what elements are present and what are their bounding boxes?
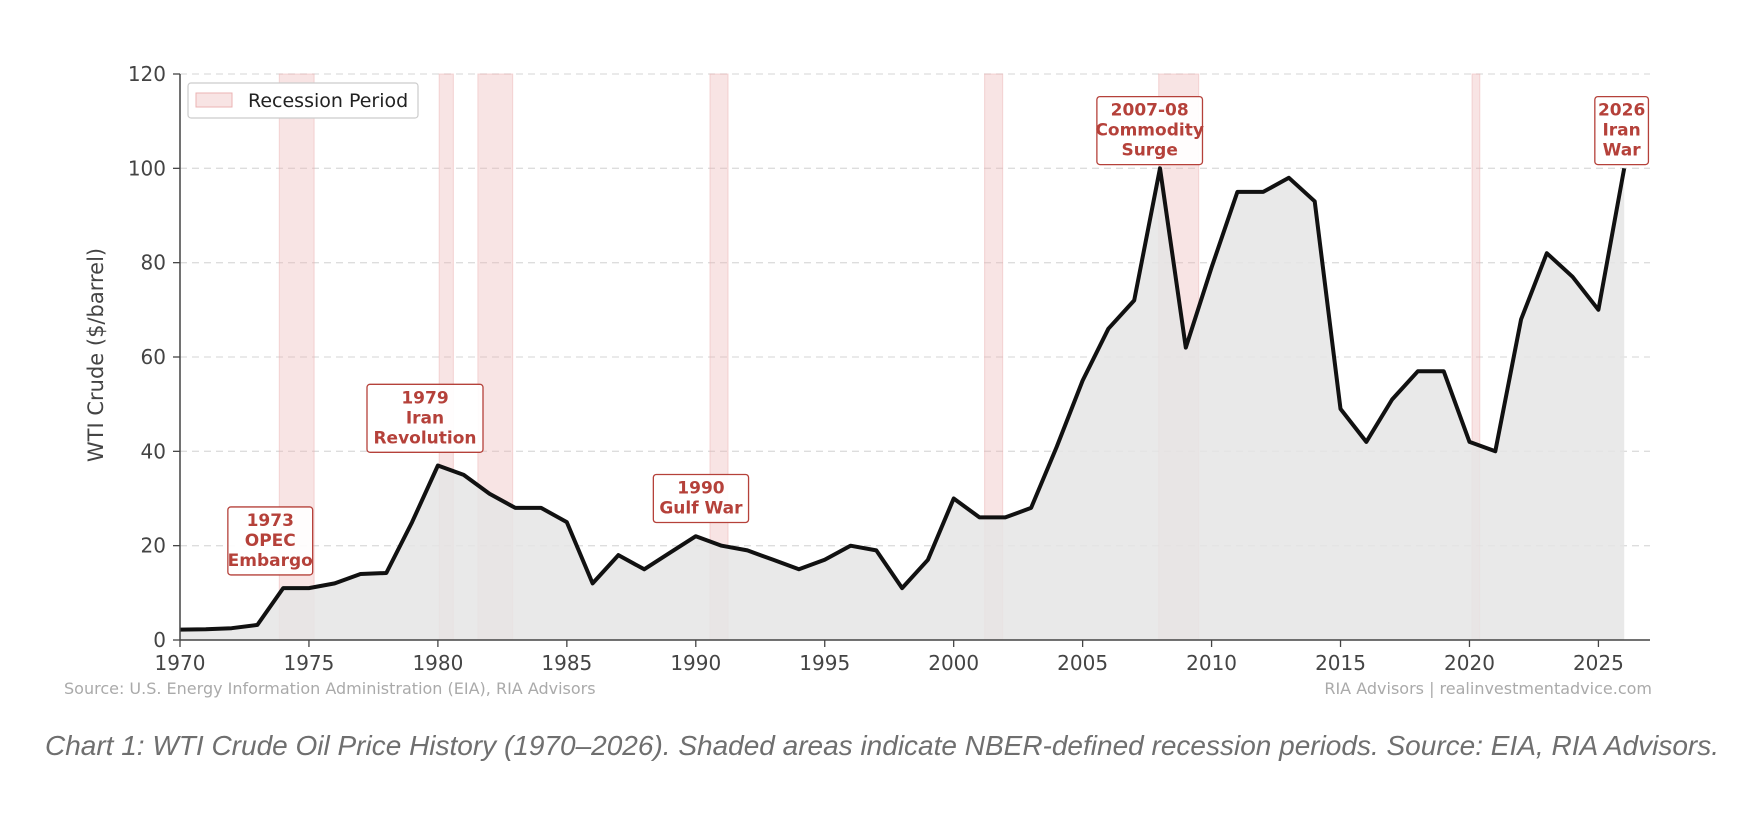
annotation-text: 1973 <box>247 511 294 531</box>
chart-container: 0 20 40 60 80 100 120 1970 1975 1980 1985 1990 1995… <box>64 62 1652 698</box>
source-right: RIA Advisors | realinvestmentadvice.com <box>1324 679 1652 698</box>
legend: Recession Period <box>187 82 419 119</box>
price-area-fill <box>180 168 1625 641</box>
annotations: 1973OPECEmbargo1979IranRevolution1990Gul… <box>227 95 1650 576</box>
annotation-text: 2026 <box>1598 101 1645 121</box>
y-tick-label: 100 <box>128 156 166 180</box>
chart-caption: Chart 1: WTI Crude Oil Price History (19… <box>44 730 1719 761</box>
y-tick-label: 40 <box>141 439 166 463</box>
legend-label: Recession Period <box>248 90 408 112</box>
oil-price-chart: 0 20 40 60 80 100 120 1970 1975 1980 1985 1990 1995… <box>64 62 1652 698</box>
annotation-text: Commodity <box>1095 121 1203 141</box>
x-tick-label: 2015 <box>1315 651 1366 675</box>
x-tick-label: 1995 <box>799 651 850 675</box>
x-tick-label: 2020 <box>1444 651 1495 675</box>
annotation-box <box>366 383 484 453</box>
annotation-box <box>227 506 314 576</box>
annotation-text: OPEC <box>245 531 296 551</box>
y-tick-labels: 0 20 40 60 80 100 120 <box>128 62 180 652</box>
annotation-text: Revolution <box>373 428 476 448</box>
y-tick-label: 20 <box>141 534 166 558</box>
y-axis-label: WTI Crude ($/barrel) <box>84 248 108 462</box>
annotation-box <box>652 473 750 524</box>
x-tick-label: 2010 <box>1186 651 1237 675</box>
source-left: Source: U.S. Energy Information Administ… <box>64 679 596 698</box>
annotation-text: Iran <box>1602 121 1640 141</box>
annotation-text: Surge <box>1121 141 1177 161</box>
x-tick-label: 2025 <box>1573 651 1624 675</box>
annotation-text: 1990 <box>677 479 724 499</box>
y-tick-label: 120 <box>128 62 166 86</box>
annotation-text: War <box>1603 141 1642 161</box>
legend-box <box>187 82 419 119</box>
y-tick-label: 80 <box>141 251 166 275</box>
annotation-box <box>1096 95 1204 166</box>
x-tick-label: 1975 <box>283 651 334 675</box>
annotation-text: Gulf War <box>659 499 743 519</box>
x-tick-labels: 1970 1975 1980 1985 1990 1995 2000 2005 2010 2015… <box>155 640 1624 675</box>
x-tick-label: 1990 <box>670 651 721 675</box>
x-tick-label: 1985 <box>541 651 592 675</box>
annotation-text: 1979 <box>401 388 448 408</box>
annotation-text: Embargo <box>228 551 313 571</box>
y-tick-label: 0 <box>153 628 166 652</box>
x-tick-label: 1980 <box>412 651 463 675</box>
annotation-text: Iran <box>406 408 444 428</box>
x-tick-label: 2005 <box>1057 651 1108 675</box>
x-tick-label: 1970 <box>155 651 206 675</box>
legend-swatch <box>195 92 233 108</box>
annotation-text: 2007-08 <box>1111 101 1189 121</box>
price-line <box>179 166 1627 632</box>
x-tick-label: 2000 <box>928 651 979 675</box>
y-tick-label: 60 <box>141 345 166 369</box>
annotation-box <box>1594 95 1650 166</box>
